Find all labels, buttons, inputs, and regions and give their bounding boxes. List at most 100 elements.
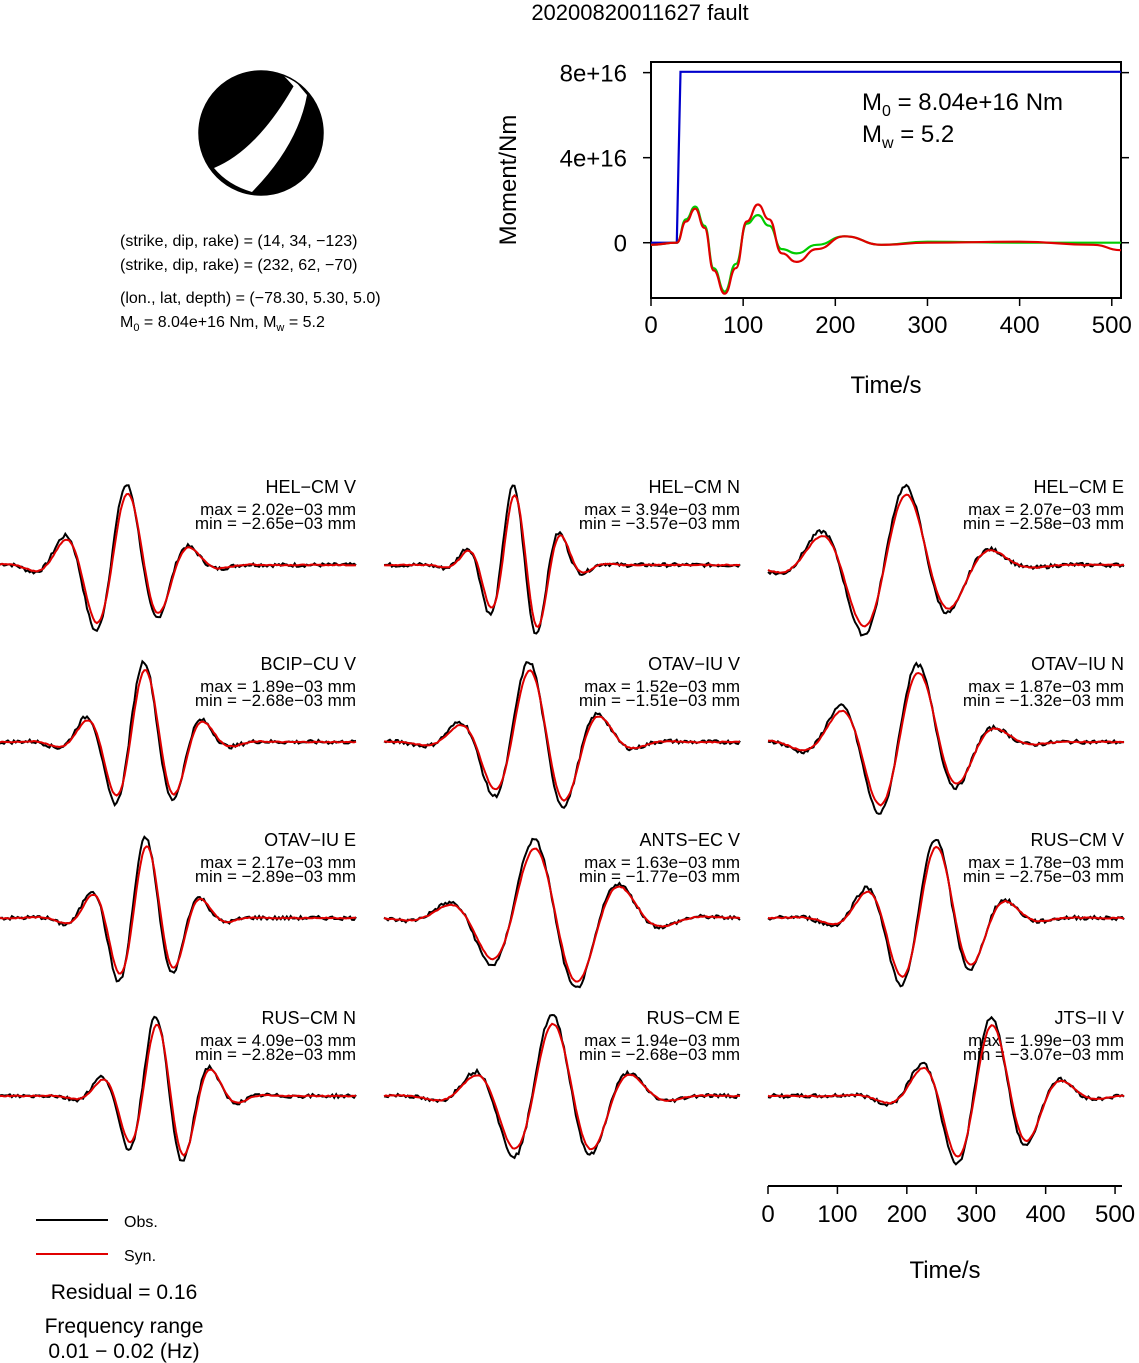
waveform-x-tick-label: 0 xyxy=(761,1201,774,1228)
mechanism-line-2: (strike, dip, rake) = (232, 62, −70) xyxy=(120,257,357,274)
moment-y-tick-label: 4e+16 xyxy=(560,146,627,173)
moment-plot: 0 100 200 300 400 500 0 4e+16 8e+16 Moment/Nm Ti… xyxy=(495,61,1132,399)
mechanism-line-1: (strike, dip, rake) = (14, 34, −123) xyxy=(120,233,357,250)
legend-obs-label: Obs. xyxy=(124,1214,158,1231)
moment-ylabel: Moment/Nm xyxy=(495,115,522,246)
legend: Obs. Syn. xyxy=(36,1214,158,1265)
max-label: max = 1.87e−03 mm xyxy=(968,677,1124,696)
waveform-x-tick-label: 300 xyxy=(956,1201,996,1228)
max-label: max = 3.94e−03 mm xyxy=(584,500,740,519)
synthetic-trace xyxy=(767,671,1125,807)
min-label: min = −1.32e−03 mm xyxy=(963,691,1124,710)
moment-x-tick-label: 100 xyxy=(723,312,763,339)
waveform-x-tick-label: 100 xyxy=(817,1201,857,1228)
station-label: HEL−CM V xyxy=(265,477,356,497)
waveform-x-tick-label: 200 xyxy=(887,1201,927,1228)
observed-trace xyxy=(767,1015,1125,1166)
min-label: min = −2.75e−03 mm xyxy=(963,867,1124,886)
station-label: HEL−CM N xyxy=(648,477,740,497)
moment-x-tick-label: 400 xyxy=(1000,312,1040,339)
synthetic-trace xyxy=(0,1023,357,1157)
moment-magnitude-line: M0 = 8.04e+16 Nm, Mw = 5.2 xyxy=(120,314,325,334)
max-label: max = 1.63e−03 mm xyxy=(584,853,740,872)
residual-text: Residual = 0.16 xyxy=(51,1281,198,1304)
moment-mw-label: Mw = 5.2 xyxy=(862,121,954,152)
station-label: HEL−CM E xyxy=(1033,477,1124,497)
max-label: max = 4.09e−03 mm xyxy=(200,1031,356,1050)
moment-x-tick-label: 300 xyxy=(907,312,947,339)
synthetic-trace xyxy=(0,669,357,797)
min-label: min = −2.68e−03 mm xyxy=(195,691,356,710)
moment-xlabel: Time/s xyxy=(850,372,921,399)
min-label: min = −2.58e−03 mm xyxy=(963,514,1124,533)
mechanism-line-3: (lon., lat, depth) = (−78.30, 5.30, 5.0) xyxy=(120,290,381,307)
station-label: RUS−CM E xyxy=(646,1008,740,1028)
station-label: BCIP−CU V xyxy=(260,654,356,674)
moment-x-tick-label: 200 xyxy=(815,312,855,339)
moment-x-tick-label: 500 xyxy=(1092,312,1132,339)
synthetic-trace xyxy=(767,845,1125,978)
figure-title: 20200820011627 fault xyxy=(531,0,748,25)
station-label: OTAV−IU E xyxy=(264,830,356,850)
max-label: max = 1.89e−03 mm xyxy=(200,677,356,696)
moment-series-2 xyxy=(650,203,1122,295)
synthetic-trace xyxy=(384,669,740,802)
moment-plot-frame xyxy=(650,61,1122,299)
min-label: min = −2.65e−03 mm xyxy=(195,514,356,533)
max-label: max = 1.78e−03 mm xyxy=(968,853,1124,872)
max-label: max = 1.99e−03 mm xyxy=(968,1031,1124,1050)
moment-m0-label: M0 = 8.04e+16 Nm xyxy=(862,89,1063,120)
max-label: max = 1.52e−03 mm xyxy=(584,677,740,696)
station-label: OTAV−IU N xyxy=(1031,654,1124,674)
moment-y-tick-label: 8e+16 xyxy=(560,61,627,88)
waveform-x-tick-label: 400 xyxy=(1026,1201,1066,1228)
station-label: RUS−CM V xyxy=(1030,830,1124,850)
legend-syn-label: Syn. xyxy=(124,1248,156,1265)
frequency-value: 0.01 − 0.02 (Hz) xyxy=(48,1340,199,1363)
min-label: min = −2.68e−03 mm xyxy=(579,1045,740,1064)
min-label: min = −1.51e−03 mm xyxy=(579,691,740,710)
waveform-time-axis: 0 100 200 300 400 500 xyxy=(761,1185,1135,1228)
moment-series-1 xyxy=(650,205,1121,293)
station-label: RUS−CM N xyxy=(261,1008,356,1028)
mechanism-info: (strike, dip, rake) = (14, 34, −123) (st… xyxy=(120,233,381,334)
max-label: max = 2.07e−03 mm xyxy=(968,500,1124,519)
moment-y-tick-label: 0 xyxy=(614,231,627,258)
station-label: OTAV−IU V xyxy=(648,654,740,674)
synthetic-trace xyxy=(0,845,356,975)
synthetic-trace xyxy=(383,847,741,983)
moment-series-group xyxy=(650,70,1122,295)
moment-axes: 0 100 200 300 400 500 0 4e+16 8e+16 xyxy=(560,61,1132,339)
max-label: max = 1.94e−03 mm xyxy=(584,1031,740,1050)
waveform-x-tick-label: 500 xyxy=(1095,1201,1135,1228)
frequency-title: Frequency range xyxy=(45,1315,204,1338)
min-label: min = −2.89e−03 mm xyxy=(195,867,356,886)
min-label: min = −2.82e−03 mm xyxy=(195,1045,356,1064)
station-label: JTS−II V xyxy=(1054,1008,1124,1028)
synthetic-trace xyxy=(383,1022,741,1151)
synthetic-trace xyxy=(767,1024,1125,1158)
station-label: ANTS−EC V xyxy=(639,830,740,850)
synthetic-trace xyxy=(767,493,1125,628)
max-label: max = 2.17e−03 mm xyxy=(200,853,356,872)
min-label: min = −1.77e−03 mm xyxy=(579,867,740,886)
min-label: min = −3.07e−03 mm xyxy=(963,1045,1124,1064)
moment-x-tick-label: 0 xyxy=(644,312,657,339)
synthetic-trace xyxy=(0,492,357,625)
min-label: min = −3.57e−03 mm xyxy=(579,514,740,533)
max-label: max = 2.02e−03 mm xyxy=(200,500,356,519)
